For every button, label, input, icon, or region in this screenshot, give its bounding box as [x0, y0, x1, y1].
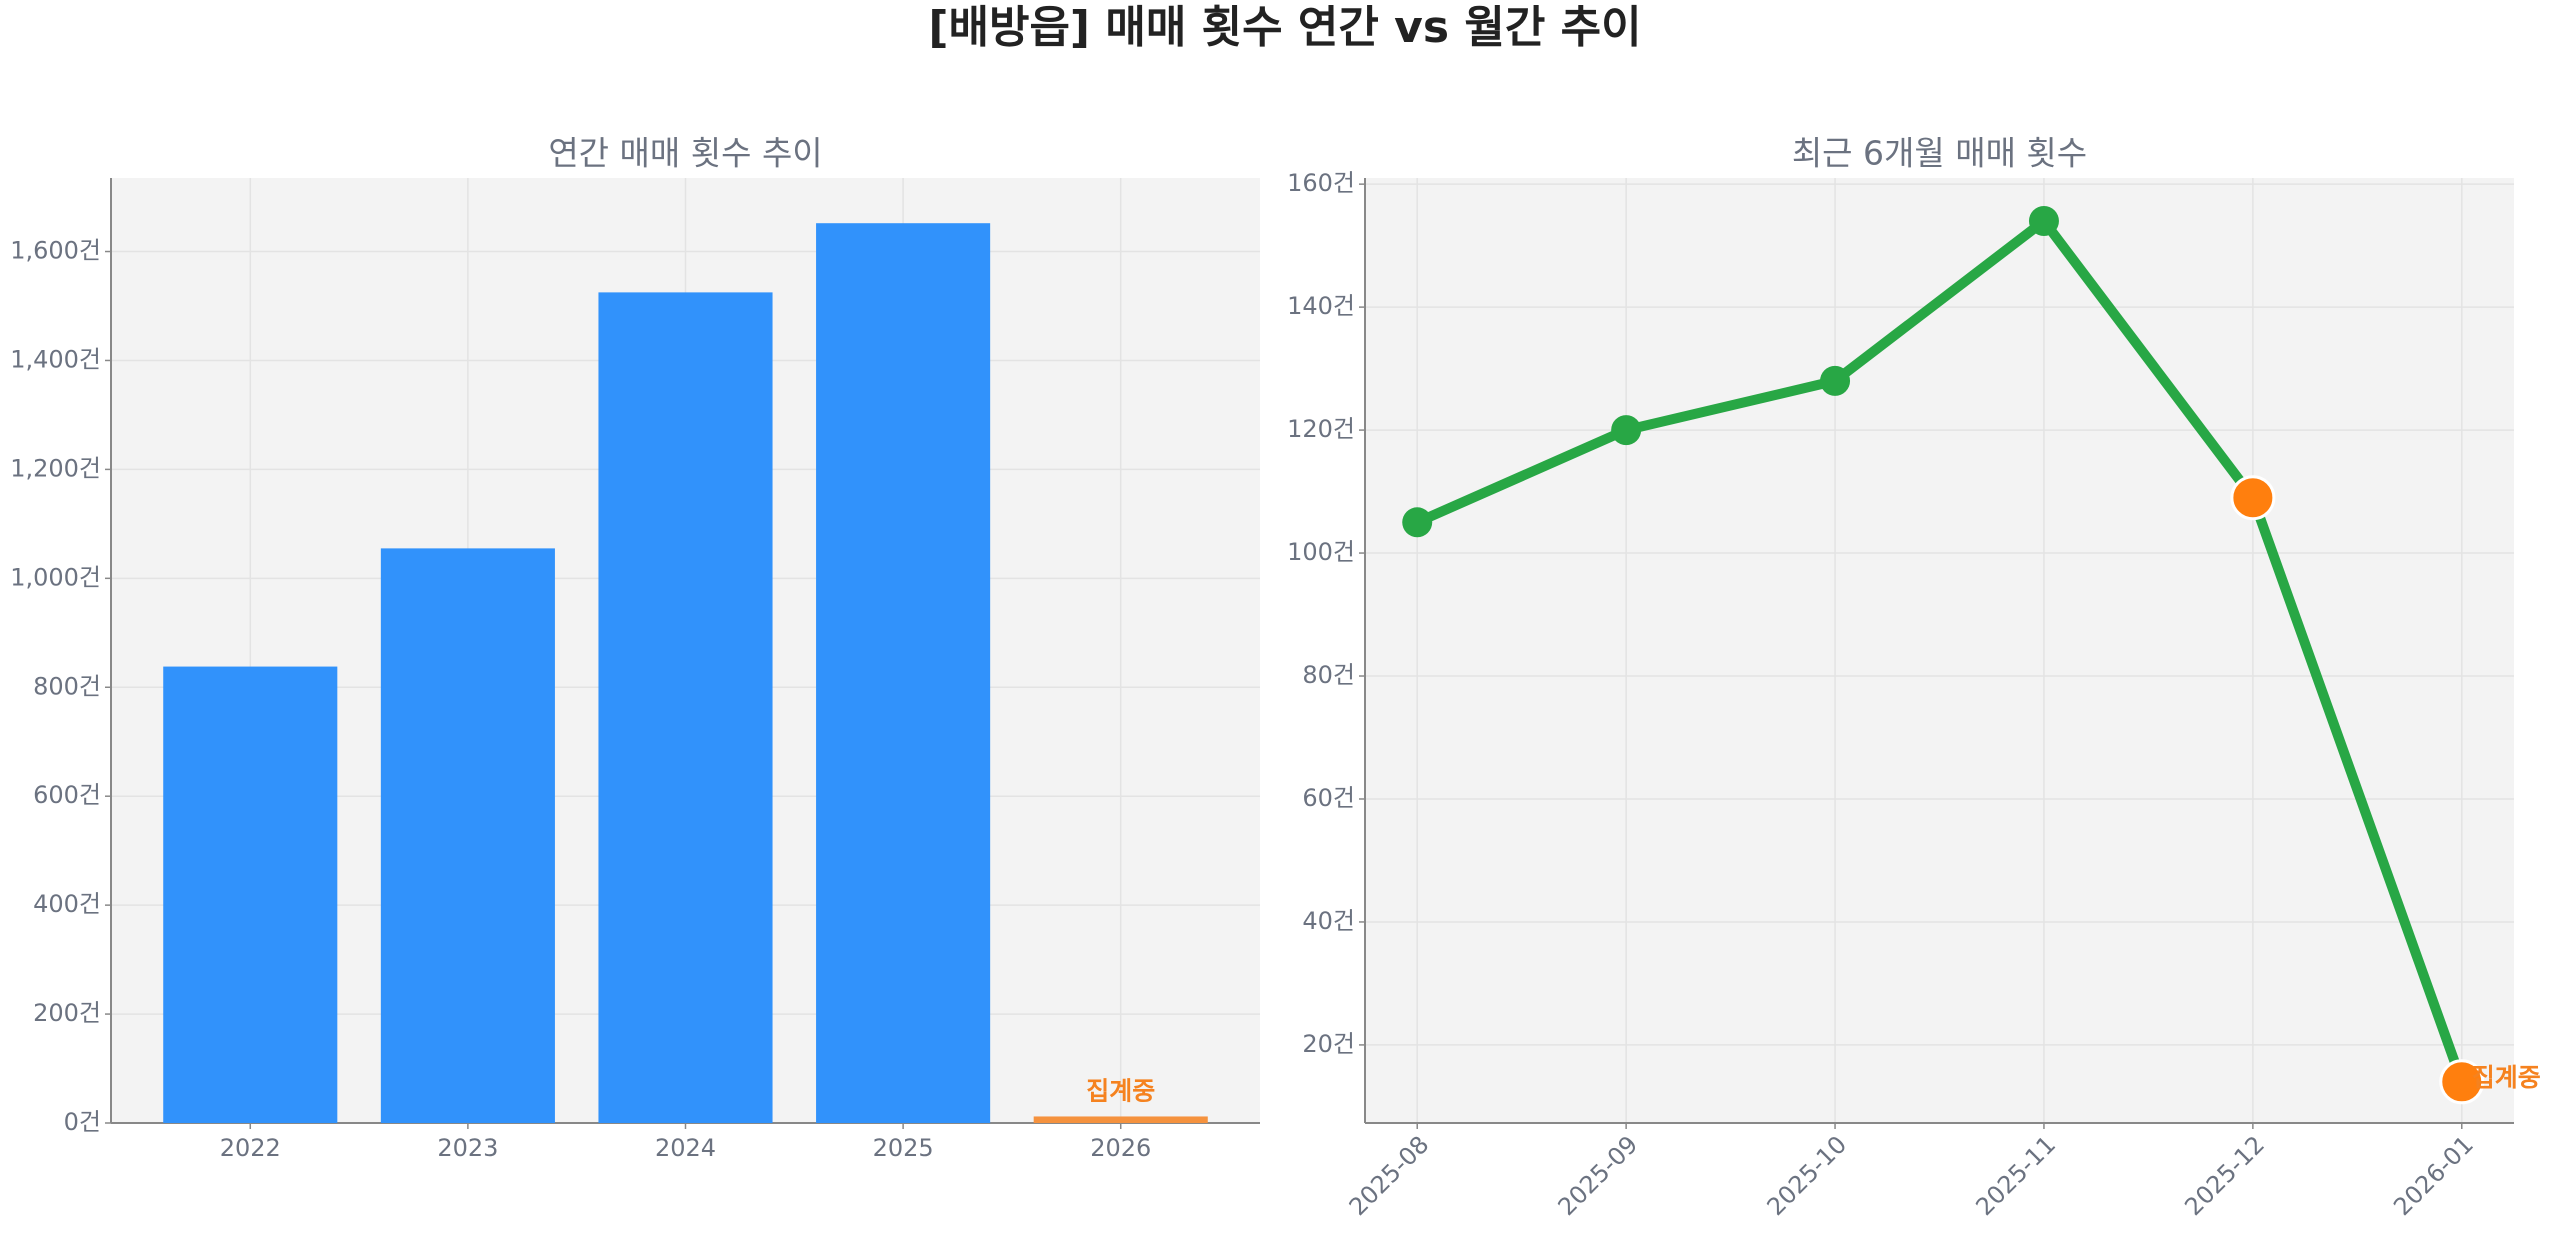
- bar: [1033, 1116, 1208, 1123]
- chart: 최근 6개월 매매 횟수 20건 40건 60건 80건 100건 120건 140건 160건…: [1287, 134, 2541, 1222]
- y-tick-label: 0건: [64, 1108, 101, 1136]
- y-tick-label: 800건: [33, 672, 101, 700]
- y-tick-label: 1,400건: [10, 345, 101, 373]
- marker: [2230, 475, 2276, 521]
- plot-area: [1365, 178, 2514, 1123]
- y-tick-label: 600건: [33, 781, 101, 809]
- bar: [816, 223, 991, 1123]
- line: [1415, 216, 2467, 1084]
- y-tick-label: 80건: [1302, 661, 1355, 689]
- y-tick-label: 120건: [1287, 415, 1355, 443]
- y-tick-label: 1,600건: [10, 237, 101, 265]
- y-tick-label: 100건: [1287, 538, 1355, 566]
- marker: [1611, 415, 1642, 446]
- marker: [2028, 206, 2059, 237]
- x-tick-label: 2024: [655, 1134, 716, 1162]
- y-tick-label: 1,000건: [10, 563, 101, 591]
- x-tick-label: 2022: [220, 1134, 281, 1162]
- y-tick-label: 200건: [33, 999, 101, 1027]
- y-tick-label: 400건: [33, 890, 101, 918]
- chart-title: 최근 6개월 매매 횟수: [1792, 134, 2087, 173]
- y-tick-label: 1,200건: [10, 454, 101, 482]
- y-tick-label: 140건: [1287, 292, 1355, 320]
- y-tick-label: 40건: [1302, 907, 1355, 935]
- y-tick-label: 20건: [1302, 1030, 1355, 1058]
- x-tick-label: 2025: [873, 1134, 934, 1162]
- x-tick-label: 2026: [1090, 1134, 1151, 1162]
- x-tick-label: 2025-12: [2179, 1130, 2270, 1221]
- x-tick-label: 2025-09: [1553, 1130, 1644, 1221]
- page-title: [배방읍] 매매 횟수 연간 vs 월간 추이: [928, 2, 1641, 53]
- annotation: 집계중: [1086, 1076, 1155, 1105]
- bar: [598, 292, 773, 1124]
- chart-title: 연간 매매 횟수 추이: [548, 134, 822, 173]
- marker: [2439, 1059, 2485, 1105]
- x-tick-label: 2023: [437, 1134, 498, 1162]
- marker: [1820, 365, 1851, 396]
- chart: 연간 매매 횟수 추이 0건 200건 400건 600건 800건 1,000건 1,200…: [10, 134, 1260, 1162]
- marker: [1402, 507, 1433, 538]
- bar: [163, 666, 338, 1123]
- annotation: 집계중: [2472, 1063, 2541, 1092]
- x-tick-label: 2025-11: [1970, 1130, 2061, 1221]
- x-tick-label: 2026-01: [2388, 1130, 2479, 1221]
- x-tick-label: 2025-08: [1344, 1130, 1435, 1221]
- x-tick-label: 2025-10: [1762, 1130, 1853, 1221]
- bar: [380, 548, 555, 1123]
- y-tick-label: 60건: [1302, 784, 1355, 812]
- y-tick-label: 160건: [1287, 169, 1355, 197]
